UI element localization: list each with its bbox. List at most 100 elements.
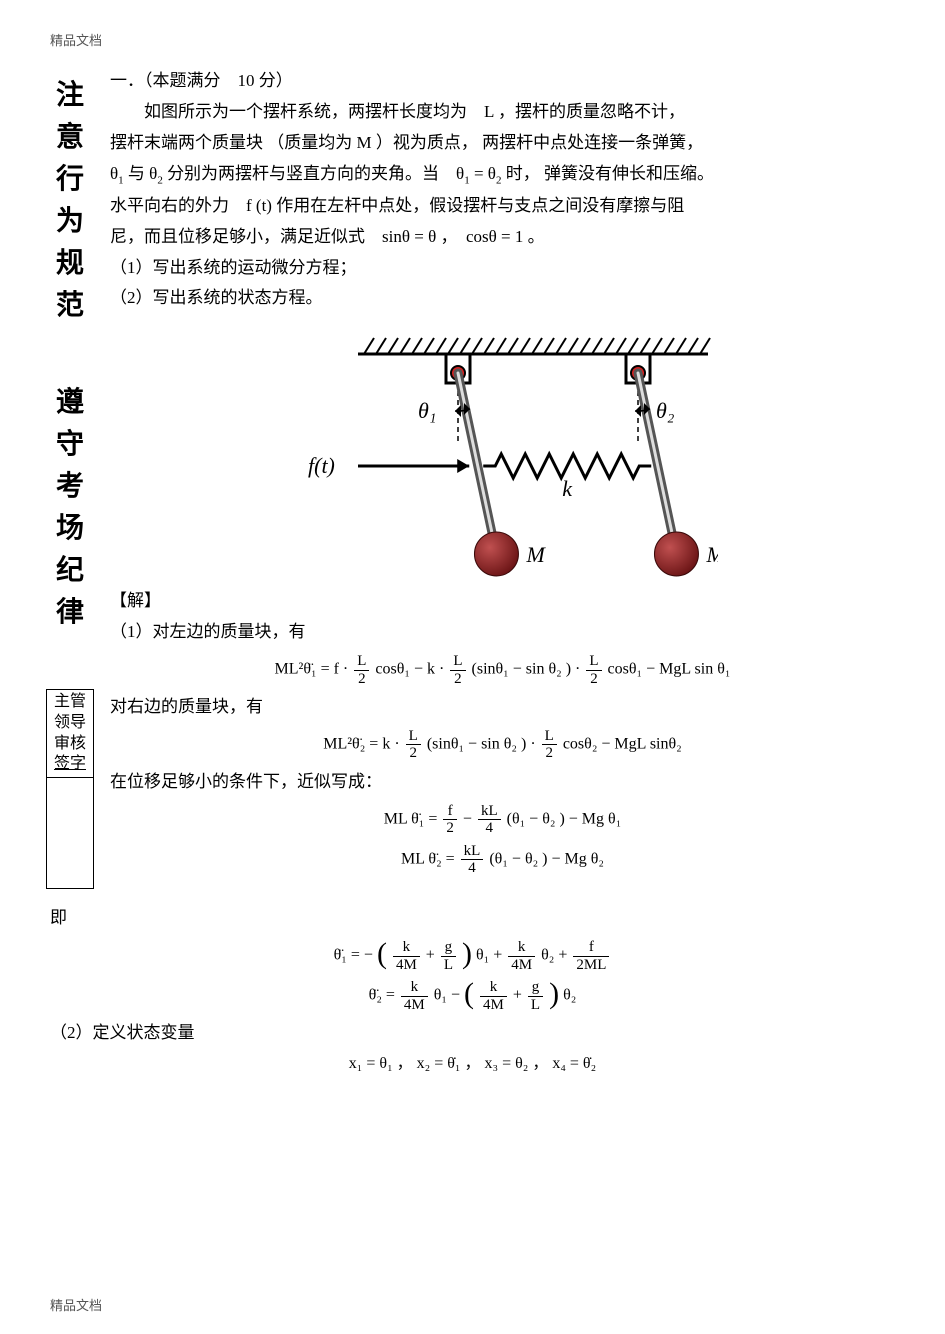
eq-text: θ̈₁ = −	[334, 947, 373, 964]
side-char: 纪	[56, 550, 84, 592]
side-char: 场	[56, 508, 84, 550]
side-char: 律	[56, 592, 84, 634]
side-char: 考	[56, 466, 84, 508]
side-text-1: 注 意 行 为 规 范	[56, 75, 84, 327]
frac-num: kL	[478, 803, 501, 821]
svg-text:θ₁: θ₁	[418, 398, 436, 423]
question-1: （1）写出系统的运动微分方程；	[110, 254, 895, 283]
svg-text:M: M	[705, 542, 718, 567]
frac-num: L	[586, 653, 601, 671]
bottom-section: 即 θ̈₁ = − ( k4M + gL ) θ₁ + k4M θ₂ + f2M…	[50, 904, 895, 1075]
frac-den: 4	[461, 860, 484, 877]
frac-den: 2ML	[573, 957, 609, 974]
frac-num: k	[508, 939, 535, 957]
footer-watermark: 精品文档	[50, 1295, 102, 1314]
eq-text: cosθ₂ − MgL sinθ₂	[563, 736, 682, 753]
frac-num: g	[441, 939, 456, 957]
frac-num: L	[542, 728, 557, 746]
approval-header: 主管 领导 审核 签字	[47, 690, 93, 778]
solution-step: 对右边的质量块，有	[110, 693, 895, 722]
frac-num: L	[354, 653, 369, 671]
problem-line: 如图所示为一个摆杆系统，两摆杆长度均为 L ，摆杆的质量忽略不计，	[110, 98, 895, 127]
frac-num: f	[573, 939, 609, 957]
equation-3b: ML θ̈₂ = kL4 (θ₁ − θ₂ ) − Mg θ₂	[110, 843, 895, 877]
eq-text: θ̈₂ =	[369, 987, 395, 1004]
frac-num: f	[443, 803, 457, 821]
eq-text: θ₂	[563, 987, 576, 1004]
svg-text:θ₂: θ₂	[656, 398, 675, 423]
eq-text: ML²θ̈₂ = k ·	[323, 736, 399, 753]
side-char: 规	[56, 243, 84, 285]
content-column: 一．（本题满分 10 分） 如图所示为一个摆杆系统，两摆杆长度均为 L ，摆杆的…	[110, 67, 895, 889]
equation-2: ML²θ̈₂ = k · L2 (sinθ₁ − sin θ₂ ) · L2 c…	[110, 728, 895, 762]
eq-text: cosθ₁ − k ·	[375, 661, 444, 678]
header-watermark: 精品文档	[50, 30, 895, 49]
frac-num: kL	[461, 843, 484, 861]
text: 时， 弹簧没有伸长和压缩。	[506, 164, 714, 183]
problem-line: 尼，而且位移足够小，满足近似式 sinθ = θ ， cosθ = 1 。	[110, 223, 895, 252]
frac-num: g	[528, 979, 543, 997]
text: 分别为两摆杆与竖直方向的夹角。当 θ	[167, 164, 464, 183]
frac-den: 2	[586, 671, 601, 688]
eq-text: (sinθ₁ − sin θ₂ ) ·	[427, 736, 536, 753]
state-vars: x₁ = θ₁ ， x₂ = θ̇₁ ， x₃ = θ₂ ， x₄ = θ̇₂	[50, 1054, 895, 1075]
frac-den: 4M	[401, 997, 428, 1014]
side-char: 意	[56, 117, 84, 159]
approval-line: 主管	[51, 692, 89, 713]
approval-box: 主管 领导 审核 签字	[46, 689, 94, 889]
svg-text:f(t): f(t)	[308, 453, 335, 478]
side-char: 注	[56, 75, 84, 117]
frac-den: 4	[478, 820, 501, 837]
eq-text: θ₁ −	[434, 987, 460, 1004]
eq-text: ML²θ̈₁ = f ·	[275, 661, 349, 678]
question-2: （2）写出系统的状态方程。	[110, 284, 895, 313]
frac-den: 4M	[508, 957, 535, 974]
main-layout: 注 意 行 为 规 范 遵 守 考 场 纪 律 主管 领导 审核 签字 一．（本…	[50, 67, 895, 889]
equation-4b: θ̈₂ = k4M θ₁ − ( k4M + gL ) θ₂	[50, 979, 895, 1013]
eq-text: (sinθ₁ − sin θ₂ ) ·	[472, 661, 581, 678]
side-char: 守	[56, 424, 84, 466]
problem-line: θ1 与 θ2 分别为两摆杆与竖直方向的夹角。当 θ1 = θ2 时， 弹簧没有…	[110, 160, 895, 190]
approval-line: 审核	[51, 734, 89, 755]
frac-den: 2	[542, 745, 557, 762]
approval-line: 签字	[51, 754, 89, 775]
eq-text: (θ₁ − θ₂ ) − Mg θ₂	[489, 851, 604, 868]
solution-step: （1）对左边的质量块，有	[110, 618, 895, 647]
problem-title: 一．（本题满分 10 分）	[110, 67, 895, 96]
eq-text: ML θ̈₁ =	[384, 811, 438, 828]
eq-text: θ₂ +	[541, 947, 567, 964]
side-column: 注 意 行 为 规 范 遵 守 考 场 纪 律 主管 领导 审核 签字	[50, 67, 90, 889]
side-char: 行	[56, 159, 84, 201]
equation-4a: θ̈₁ = − ( k4M + gL ) θ₁ + k4M θ₂ + f2ML	[50, 939, 895, 973]
ji-text: 即	[50, 904, 895, 933]
frac-num: L	[406, 728, 421, 746]
frac-den: 2	[354, 671, 369, 688]
frac-num: L	[450, 653, 465, 671]
text: 与 θ	[128, 164, 157, 183]
frac-den: 2	[443, 820, 457, 837]
theta-text: θ	[110, 164, 118, 183]
side-char: 为	[56, 201, 84, 243]
approval-line: 领导	[51, 713, 89, 734]
frac-num: k	[393, 939, 420, 957]
eq-text: (θ₁ − θ₂ ) − Mg θ₁	[507, 811, 622, 828]
problem-line: 水平向右的外力 f (t) 作用在左杆中点处，假设摆杆与支点之间没有摩擦与阻	[110, 192, 895, 221]
side-text-2: 遵 守 考 场 纪 律	[56, 382, 84, 634]
solution-step: 在位移足够小的条件下，近似写成：	[110, 768, 895, 797]
eq-text: ML θ̈₂ =	[401, 851, 455, 868]
eq-text: cosθ₁ − MgL sin θ₁	[608, 661, 731, 678]
side-char: 遵	[56, 382, 84, 424]
frac-den: 4M	[393, 957, 420, 974]
frac-num: k	[480, 979, 507, 997]
svg-text:M: M	[525, 542, 546, 567]
part2-heading: （2）定义状态变量	[50, 1019, 895, 1048]
diagram-container: θ₁ θ₂ k f(t) M M	[110, 321, 895, 581]
solution-heading: 【解】	[110, 587, 895, 616]
svg-text:k: k	[562, 476, 573, 501]
equation-1: ML²θ̈₁ = f · L2 cosθ₁ − k · L2 (sinθ₁ − …	[110, 653, 895, 687]
equation-3a: ML θ̈₁ = f2 − kL4 (θ₁ − θ₂ ) − Mg θ₁	[110, 803, 895, 837]
frac-den: 2	[406, 745, 421, 762]
frac-den: L	[528, 997, 543, 1014]
side-char: 范	[56, 285, 84, 327]
frac-den: 2	[450, 671, 465, 688]
